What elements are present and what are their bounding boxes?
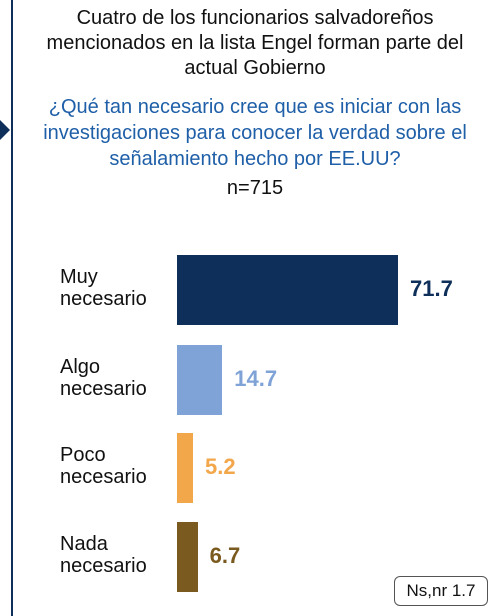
chart-title: Cuatro de los funcionarios salvadoreños … [46,7,464,79]
chart-subtitle: ¿Qué tan necesario cree que es iniciar c… [43,96,467,170]
category-label: Nada necesario [60,533,147,577]
value-label: 5.2 [205,454,236,479]
sample-size: n=715 [226,177,284,199]
arrow [0,120,10,140]
bar [177,522,198,592]
category-label: Algo necesario [60,356,147,400]
bar [177,255,398,325]
category-label: Muy necesario [60,266,147,310]
value-label: 71.7 [410,276,453,301]
bar [177,433,194,503]
bar [177,345,223,415]
category-label: Poco necesario [60,444,147,488]
note: Ns,nr 1.7 [394,576,488,606]
value-label: 6.7 [209,543,241,568]
value-label: 14.7 [234,366,278,391]
